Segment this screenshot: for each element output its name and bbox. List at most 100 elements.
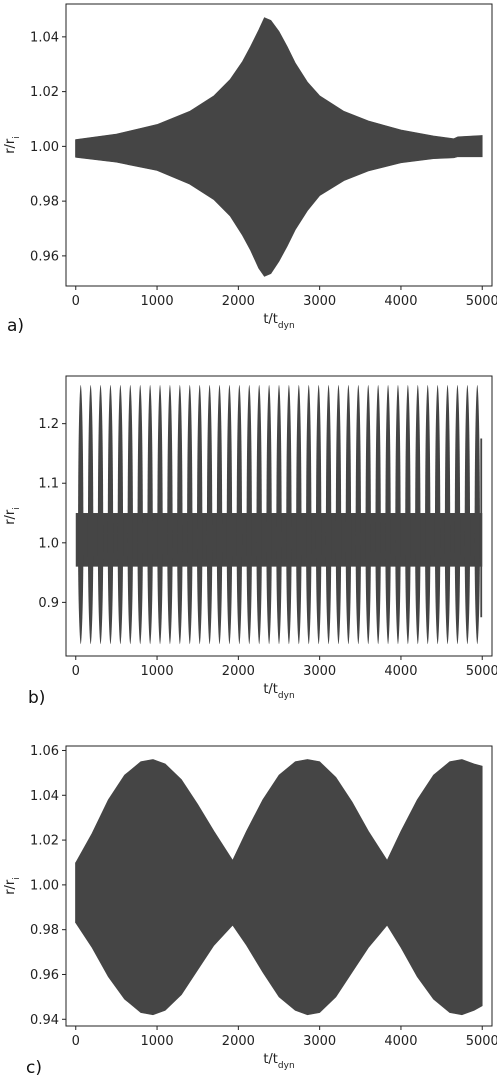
panel-label: a) <box>7 316 24 336</box>
oscillation-lobe <box>375 384 381 645</box>
oscillation-lobe <box>365 384 371 645</box>
y-tick-label: 0.96 <box>30 968 59 983</box>
y-tick-label: 0.98 <box>30 195 59 210</box>
x-tick-label: 4000 <box>384 1034 417 1049</box>
x-axis-label-sub: dyn <box>278 1061 295 1071</box>
oscillation-lobe <box>296 384 302 645</box>
oscillation-lobe <box>97 384 104 645</box>
y-tick-label: 0.9 <box>38 596 59 611</box>
x-tick-label: 0 <box>72 664 80 679</box>
y-tick-label: 1.04 <box>30 789 59 804</box>
y-axis-label: r/ri <box>3 877 22 895</box>
y-axis-label-sub: i <box>12 507 22 510</box>
y-axis-label: r/ri <box>3 136 22 154</box>
x-tick-label: 5000 <box>466 294 497 309</box>
panel-label: b) <box>28 688 45 708</box>
x-tick-label: 1000 <box>141 1034 174 1049</box>
oscillation-lobe <box>256 384 262 645</box>
x-tick-label: 3000 <box>303 1034 336 1049</box>
x-axis-label: t/tdyn <box>263 682 294 701</box>
y-tick-label: 1.02 <box>30 834 59 849</box>
x-axis-label-main: t/t <box>263 682 278 697</box>
oscillation-lobe <box>157 384 163 645</box>
oscillation-lobe <box>127 384 133 645</box>
oscillation-lobe <box>177 384 183 645</box>
y-axis-label-sub: i <box>12 136 22 139</box>
x-tick-label: 4000 <box>384 664 417 679</box>
oscillation-lobe <box>246 384 252 645</box>
x-axis-label: t/tdyn <box>263 312 294 331</box>
x-tick-label: 0 <box>72 294 80 309</box>
y-tick-label: 0.98 <box>30 923 59 938</box>
axes-frame <box>65 3 493 287</box>
oscillation-lobe <box>236 384 243 645</box>
x-tick-label: 3000 <box>303 294 336 309</box>
x-tick-label: 1000 <box>141 664 174 679</box>
oscillation-lobe <box>395 384 401 645</box>
x-tick-label: 2000 <box>222 1034 255 1049</box>
x-axis-label-main: t/t <box>263 1052 278 1067</box>
axes-frame <box>65 745 493 1027</box>
y-tick-label: 0.96 <box>30 249 59 264</box>
oscillation-lobe <box>216 384 223 645</box>
oscillation-lobe <box>315 384 322 645</box>
oscillation-lobe <box>335 384 342 645</box>
x-axis-label-main: t/t <box>263 312 278 327</box>
x-axis-label: t/tdyn <box>263 1052 294 1071</box>
oscillation-lobe <box>266 384 272 645</box>
oscillation-lobe <box>454 384 461 645</box>
chart-panel-2: 0 1000 2000 3000 4000 5000 0.94 0.96 0.98 1.00 1.0… <box>3 744 497 1077</box>
x-tick-label: 2000 <box>222 294 255 309</box>
x-tick-label: 3000 <box>303 664 336 679</box>
oscillation-lobe <box>107 384 114 645</box>
x-tick-label: 5000 <box>466 664 497 679</box>
oscillation-lobe <box>167 384 173 645</box>
oscillation-lobe <box>78 384 84 645</box>
x-tick-label: 2000 <box>222 664 255 679</box>
y-tick-label: 1.2 <box>38 417 59 432</box>
oscillation-lobe <box>187 384 193 645</box>
y-axis-label-main: r/r <box>3 138 18 154</box>
y-tick-label: 0.94 <box>30 1013 59 1028</box>
y-tick-label: 1.00 <box>30 878 59 893</box>
oscillation-lobe <box>206 384 213 645</box>
oscillation-lobe <box>147 384 153 645</box>
oscillation-lobe <box>355 384 361 645</box>
series-envelope <box>75 759 483 1016</box>
oscillation-lobe <box>197 384 203 645</box>
y-tick-label: 1.06 <box>30 744 59 759</box>
axes-frame <box>65 375 493 657</box>
chart-panel-1: 0 1000 2000 3000 4000 5000 0.9 1.0 1.1 1.2 t/tdyn r… <box>3 375 497 708</box>
oscillation-lobe <box>276 384 282 645</box>
oscillation-lobe <box>464 384 471 645</box>
y-tick-label: 1.02 <box>30 85 59 100</box>
oscillation-lobe <box>434 384 441 645</box>
y-axis-label-main: r/r <box>3 509 18 525</box>
x-axis-label-sub: dyn <box>278 321 295 331</box>
y-tick-label: 1.1 <box>38 477 59 492</box>
y-tick-label: 1.0 <box>38 536 59 551</box>
oscillation-lobe <box>226 384 233 645</box>
oscillation-lobe <box>87 384 94 645</box>
chart-panel-0: 0 1000 2000 3000 4000 5000 0.96 0.98 1.00 1.02 1.0… <box>3 3 497 336</box>
y-axis-label: r/ri <box>3 507 22 525</box>
x-tick-label: 0 <box>72 1034 80 1049</box>
series-envelope <box>75 17 483 277</box>
x-axis-label-sub: dyn <box>278 691 295 701</box>
oscillation-lobe <box>474 384 480 645</box>
y-tick-label: 1.04 <box>30 30 59 45</box>
y-tick-label: 1.00 <box>30 140 59 155</box>
oscillation-lobe <box>385 384 391 645</box>
oscillation-lobe <box>306 384 312 645</box>
oscillation-lobe <box>117 384 124 645</box>
oscillation-lobe <box>137 384 143 645</box>
oscillation-lobe <box>345 384 352 645</box>
oscillation-lobe <box>405 384 411 645</box>
oscillation-lobe <box>444 384 451 645</box>
oscillation-lobe <box>425 384 431 645</box>
panel-label: c) <box>26 1058 42 1077</box>
x-tick-label: 4000 <box>384 294 417 309</box>
oscillation-lobe <box>415 384 421 645</box>
